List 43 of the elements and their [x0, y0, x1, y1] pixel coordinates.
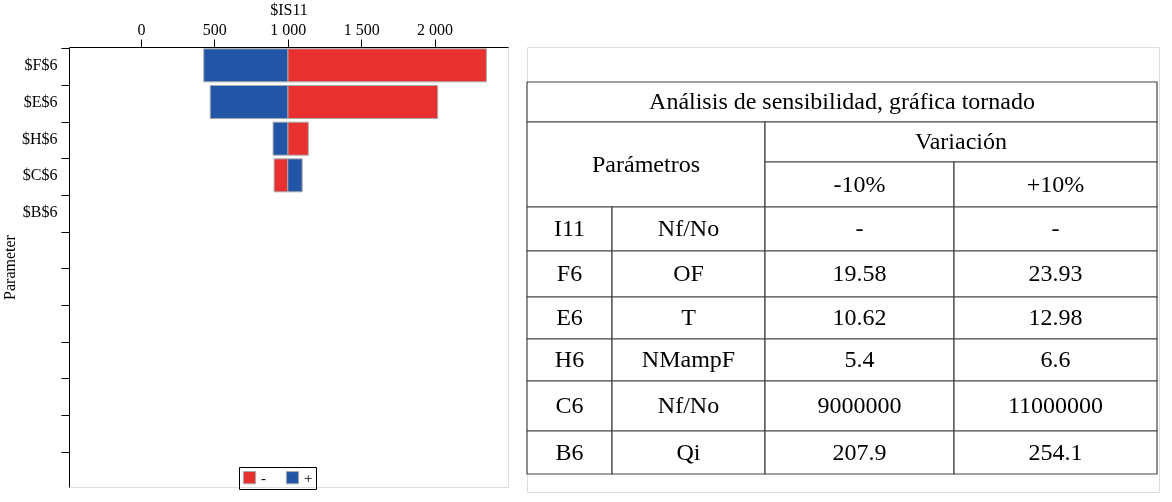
text: I11 — [553, 215, 586, 241]
y-axis-title: Parameter — [0, 234, 18, 300]
text: 254.1 — [1028, 438, 1083, 465]
x-tick-label: 2 000 — [417, 20, 454, 38]
x-tick-label: 0 — [137, 20, 146, 38]
text: 19.58 — [832, 260, 887, 286]
text: 9000000 — [817, 392, 902, 418]
text: - — [855, 215, 864, 241]
x-tick-label: 1 500 — [343, 20, 380, 38]
text: 5.4 — [844, 346, 875, 372]
text: -10% — [833, 170, 886, 197]
text: OF — [673, 260, 704, 286]
text: Parámetros — [592, 150, 700, 177]
text: Qi — [676, 438, 701, 465]
text: Nf/No — [657, 215, 720, 241]
y-tick-label: $B$6 — [22, 203, 58, 220]
text: 11000000 — [1007, 392, 1104, 418]
text: H6 — [554, 346, 585, 372]
y-tick-label: $H$6 — [21, 129, 58, 147]
text: NMampF — [641, 346, 736, 372]
legend-label: - — [261, 469, 266, 486]
text: 6.6 — [1040, 346, 1071, 372]
x-tick-label: 500 — [202, 20, 227, 38]
text: Variación — [915, 128, 1007, 154]
text: 12.98 — [1028, 304, 1083, 330]
y-tick-label: $E$6 — [23, 93, 58, 110]
x-tick-label: 1 000 — [270, 20, 307, 38]
text: +10% — [1026, 170, 1085, 197]
text: B6 — [555, 438, 584, 465]
text: 23.93 — [1028, 260, 1083, 286]
text: E6 — [556, 304, 583, 330]
y-tick-label: $F$6 — [24, 56, 58, 74]
text: 207.9 — [832, 438, 887, 465]
text: T — [681, 304, 697, 330]
text: F6 — [556, 260, 583, 286]
text: Nf/No — [657, 392, 720, 418]
x-axis-title: $IS11 — [270, 0, 308, 18]
text: - — [1051, 215, 1060, 241]
text: Análisis de sensibilidad, gráfica tornado — [649, 88, 1035, 114]
legend-label: + — [304, 469, 313, 486]
y-tick-label: $C$6 — [22, 166, 58, 184]
text: 10.62 — [832, 304, 887, 330]
text: C6 — [555, 392, 584, 418]
